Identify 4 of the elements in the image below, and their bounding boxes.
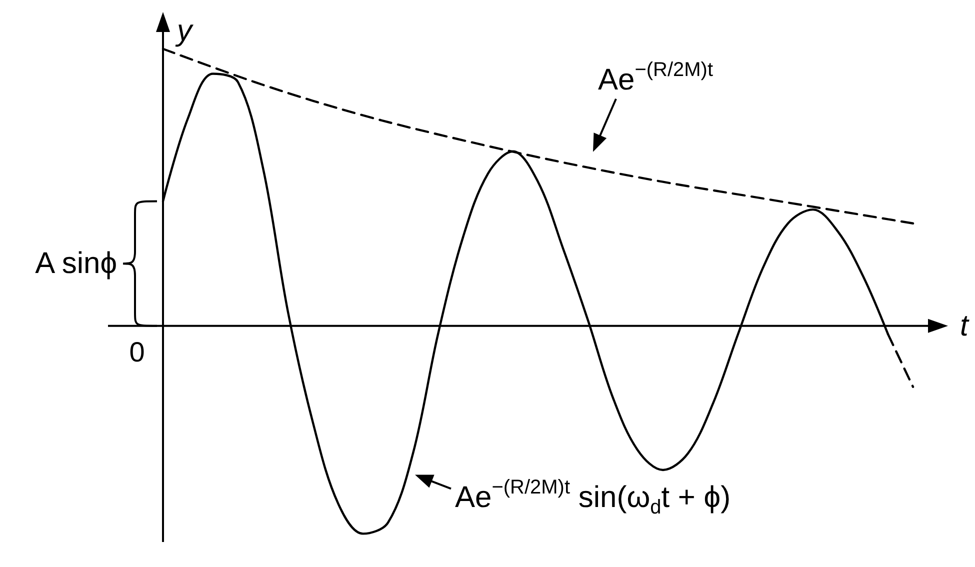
x-axis-title: t [960,309,970,342]
text: 0 [129,336,145,368]
y-axis-title: y [175,14,194,48]
text: A sinϕ [35,247,117,280]
